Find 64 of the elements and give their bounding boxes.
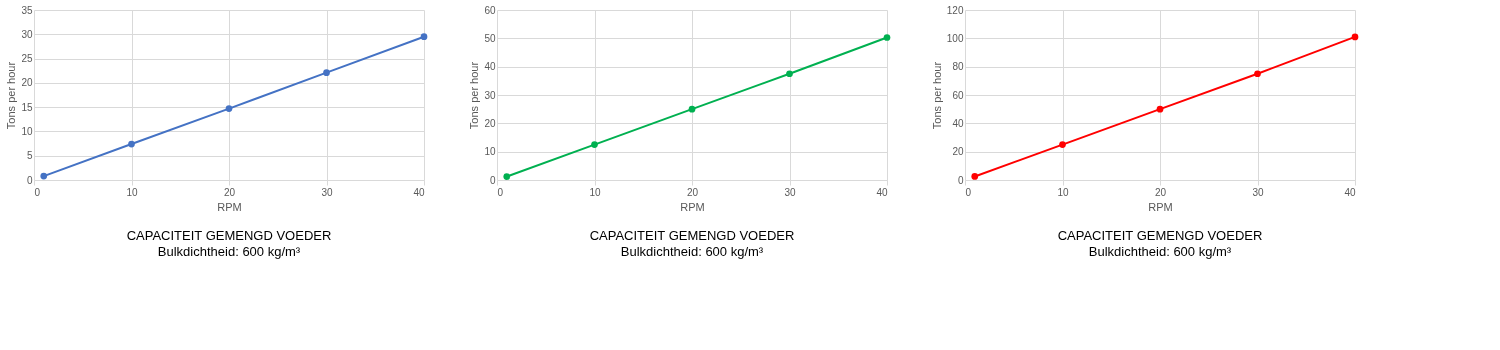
x-tick-label: 40 [1344, 186, 1356, 198]
y-tick-label: 20 [952, 146, 964, 158]
x-tick-label: 10 [589, 186, 601, 198]
y-tick-label: 100 [946, 32, 964, 44]
y-tick-label: 40 [484, 61, 496, 73]
point [1254, 70, 1261, 78]
y-axis-title: Tons per hour [5, 61, 18, 130]
x-axis-title: RPM [1148, 200, 1173, 213]
y-tick-label: 0 [489, 174, 496, 186]
point [323, 69, 330, 76]
point [420, 33, 428, 41]
text: CAPACITEIT GEMENGD VOEDER [126, 228, 332, 243]
x-tick-label: 40 [413, 186, 425, 198]
x-tick-label: 0 [497, 186, 504, 198]
x-tick-label: 20 [223, 186, 236, 198]
point [503, 173, 511, 180]
x-tick-label: 30 [321, 186, 333, 198]
x-tick-label: 10 [1057, 186, 1069, 198]
y-tick-label: 30 [21, 28, 33, 40]
x-tick-label: 30 [784, 186, 796, 198]
y-tick-label: 15 [21, 101, 33, 113]
y-tick-label: 0 [26, 174, 33, 186]
y-tick-label: 0 [957, 174, 964, 186]
point [1156, 105, 1164, 113]
point [1351, 33, 1359, 41]
text: Bulkdichtheid: 600 kg/m³ [620, 244, 764, 259]
y-tick-label: 40 [952, 117, 964, 129]
x-tick-label: 0 [34, 186, 41, 198]
text: CAPACITEIT GEMENGD VOEDER [1057, 228, 1263, 243]
x-tick-label: 40 [876, 186, 888, 198]
y-axis-title: Tons per hour [468, 61, 481, 130]
y-tick-label: 50 [484, 32, 496, 44]
y-tick-label: 60 [484, 4, 496, 16]
x-tick-label: 0 [965, 186, 972, 198]
point [971, 173, 979, 180]
point [225, 105, 233, 112]
point [883, 34, 891, 41]
y-tick-label: 5 [26, 150, 33, 162]
y-tick-label: 80 [952, 61, 964, 73]
x-tick-label: 10 [126, 186, 138, 198]
y-tick-label: 25 [21, 53, 33, 65]
y-axis-title: Tons per hour [930, 61, 943, 130]
x-tick-label: 20 [686, 186, 699, 198]
y-tick-label: 20 [21, 77, 33, 89]
point [128, 140, 135, 148]
y-tick-label: 20 [484, 117, 496, 129]
y-tick-label: 30 [484, 89, 496, 101]
y-tick-label: 10 [484, 146, 496, 158]
point [40, 172, 48, 180]
y-tick-label: 10 [21, 125, 33, 137]
text: Bulkdichtheid: 600 kg/m³ [1088, 244, 1232, 259]
x-tick-label: 20 [1154, 186, 1167, 198]
point [591, 141, 598, 148]
point [786, 70, 793, 78]
y-tick-label: 35 [21, 4, 33, 16]
point [1059, 141, 1066, 148]
x-axis-title: RPM [680, 200, 705, 213]
y-tick-label: 120 [946, 4, 964, 16]
point [688, 105, 696, 113]
text: CAPACITEIT GEMENGD VOEDER [589, 228, 795, 243]
y-tick-label: 60 [952, 89, 964, 101]
x-tick-label: 30 [1252, 186, 1264, 198]
text: Bulkdichtheid: 600 kg/m³ [157, 244, 301, 259]
x-axis-title: RPM [217, 200, 242, 213]
